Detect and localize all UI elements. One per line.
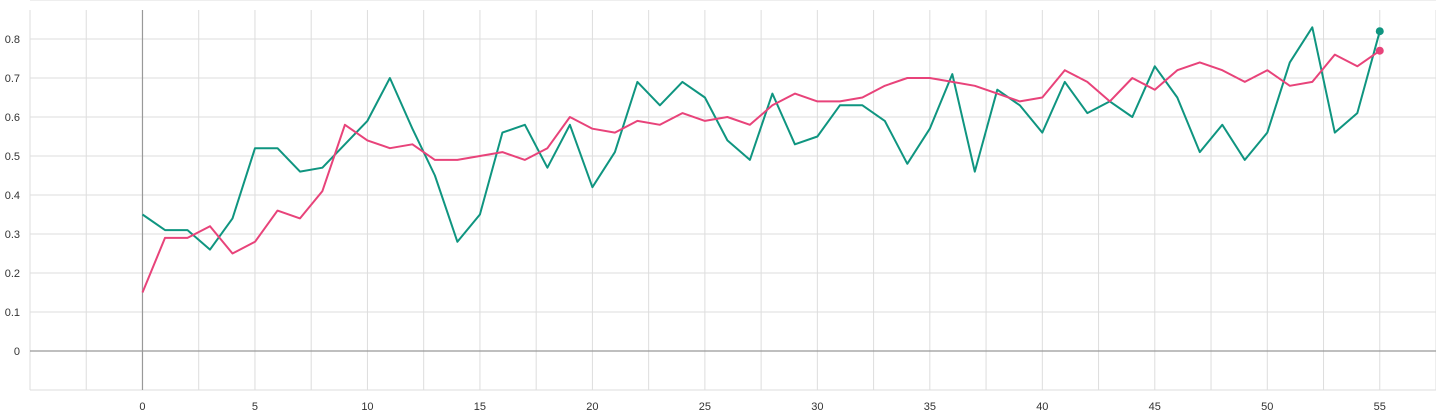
y-tick-label: 0.5	[5, 151, 20, 163]
x-tick-label: 30	[811, 401, 823, 413]
x-tick-label: 50	[1261, 401, 1273, 413]
y-tick-label: 0.1	[5, 307, 20, 319]
x-tick-label: 45	[1149, 401, 1161, 413]
axis-layer	[30, 10, 1436, 390]
y-tick-label: 0.7	[5, 73, 20, 85]
series-layer	[141, 26, 1384, 293]
x-tick-label: 20	[586, 401, 598, 413]
x-tick-label: 10	[361, 401, 373, 413]
y-tick-label: 0.3	[5, 229, 20, 241]
x-tick-label: 55	[1374, 401, 1386, 413]
y-tick-label: 0.4	[5, 190, 20, 202]
x-tick-label: 35	[924, 401, 936, 413]
grid-layer	[29, 0, 1436, 391]
series-line-1	[141, 26, 1381, 251]
x-tick-label: 0	[139, 401, 145, 413]
x-tick-label: 25	[699, 401, 711, 413]
tick-labels: 0 5 10 15 20 25 30 35 40 45 50 55 0 0.1 0.2 0.3 0.4 0.5 0.…	[5, 34, 1386, 413]
y-tick-label: 0.8	[5, 34, 20, 46]
x-tick-label: 40	[1036, 401, 1048, 413]
y-tick-label: 0.6	[5, 112, 20, 124]
series-end-marker-1	[1375, 27, 1384, 36]
series-end-marker-2	[1375, 46, 1384, 55]
x-tick-label: 15	[474, 401, 486, 413]
x-tick-label: 5	[252, 401, 258, 413]
y-tick-label: 0.2	[5, 268, 20, 280]
y-tick-label: 0	[14, 346, 20, 358]
series-line-2	[141, 49, 1381, 293]
